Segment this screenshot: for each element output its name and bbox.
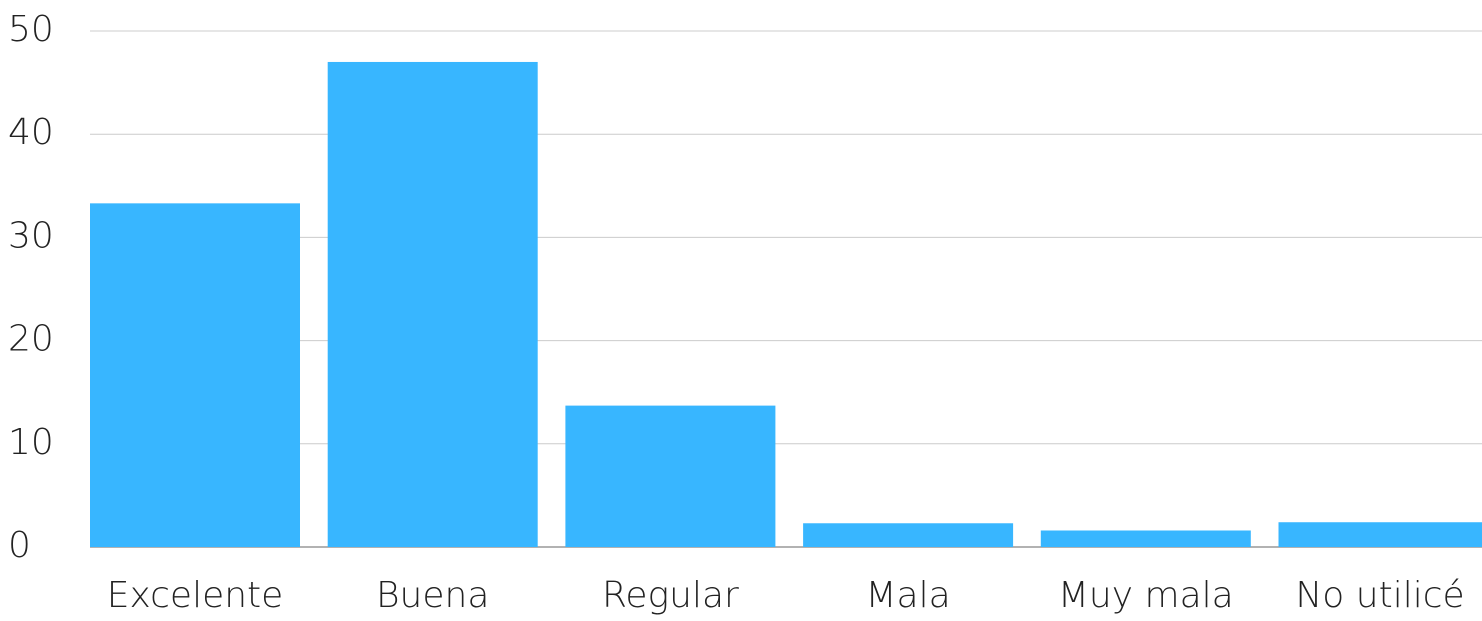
y-tick-label: 0 [8,525,31,566]
y-tick-label: 20 [8,319,54,360]
x-tick-label: Muy mala [1058,575,1234,616]
y-tick-label: 50 [8,9,54,50]
bar [1040,530,1251,547]
x-tick-label: Regular [602,575,739,616]
y-tick-label: 30 [8,215,54,256]
bar [1278,522,1482,547]
bar [565,405,776,547]
bar [90,203,300,547]
x-tick-label: Excelente [107,575,284,616]
y-tick-label: 40 [8,112,54,153]
y-tick-label: 10 [8,422,54,463]
bar [803,523,1014,547]
x-tick-label: Buena [376,575,489,616]
x-tick-label: Mala [866,575,951,616]
bar [327,61,538,548]
x-tick-label: No utilicé [1295,575,1464,616]
